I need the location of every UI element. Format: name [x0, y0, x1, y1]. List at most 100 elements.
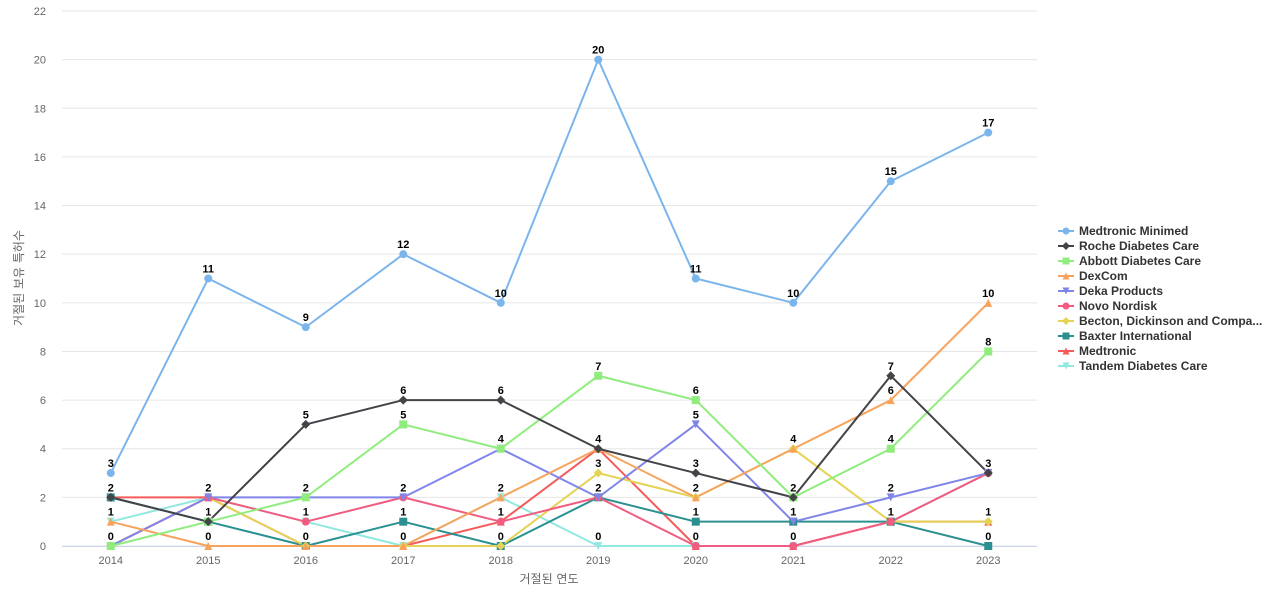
x-tick-label: 2023: [976, 555, 1000, 567]
series-line-roche-diabetes-care[interactable]: [109, 374, 990, 523]
data-point-dexcom[interactable]: [106, 517, 115, 526]
data-point-medtronic-minimed[interactable]: [691, 274, 700, 283]
legend-item-dexcom[interactable]: DexCom: [1058, 269, 1128, 283]
data-point-roche-diabetes-care[interactable]: [691, 468, 701, 478]
data-point-roche-diabetes-care[interactable]: [983, 468, 993, 478]
series-line-medtronic-minimed[interactable]: [109, 58, 990, 475]
legend-marker: [1062, 272, 1070, 280]
legend-label: Medtronic: [1079, 344, 1137, 358]
series-markers: [106, 55, 993, 551]
data-point-dexcom[interactable]: [399, 542, 408, 550]
data-point-medtronic-minimed[interactable]: [984, 128, 993, 137]
data-point-deka-products[interactable]: [691, 420, 700, 429]
data-label: 1: [205, 507, 211, 519]
data-point-medtronic-minimed[interactable]: [594, 55, 603, 64]
series-line-baxter-international[interactable]: [109, 496, 990, 547]
x-tick-label: 2022: [879, 555, 903, 567]
legend-item-becton-dickinson-and-compa[interactable]: Becton, Dickinson and Compa...: [1058, 314, 1262, 328]
data-point-roche-diabetes-care[interactable]: [788, 492, 798, 502]
data-point-becton-dickinson-and-compa[interactable]: [496, 541, 506, 551]
data-point-dexcom[interactable]: [984, 298, 993, 307]
legend-item-baxter-international[interactable]: Baxter International: [1058, 329, 1192, 343]
data-point-roche-diabetes-care[interactable]: [496, 395, 506, 405]
data-point-abbott-diabetes-care[interactable]: [301, 493, 310, 502]
legend-item-abbott-diabetes-care[interactable]: Abbott Diabetes Care: [1058, 254, 1201, 268]
series-line-dexcom[interactable]: [109, 301, 990, 547]
y-tick-label: 22: [34, 6, 46, 18]
data-point-novo-nordisk[interactable]: [886, 517, 895, 526]
data-point-medtronic-minimed[interactable]: [106, 469, 115, 478]
data-point-tandem-diabetes-care[interactable]: [594, 542, 603, 550]
legend-marker: [1062, 362, 1070, 370]
data-label: 2: [595, 482, 601, 494]
data-point-dexcom[interactable]: [301, 542, 310, 550]
data-label: 0: [985, 531, 991, 543]
data-point-novo-nordisk[interactable]: [789, 542, 798, 550]
data-point-abbott-diabetes-care[interactable]: [691, 396, 700, 405]
data-point-dexcom[interactable]: [496, 493, 505, 502]
data-point-becton-dickinson-and-compa[interactable]: [983, 517, 993, 527]
legend-marker: [1062, 317, 1070, 325]
legend-item-medtronic-minimed[interactable]: Medtronic Minimed: [1058, 224, 1188, 238]
data-point-baxter-international[interactable]: [984, 542, 993, 550]
x-tick-label: 2020: [684, 555, 708, 567]
data-label: 9: [303, 312, 309, 324]
data-point-roche-diabetes-care[interactable]: [203, 517, 213, 527]
legend-item-medtronic[interactable]: Medtronic: [1058, 344, 1137, 358]
data-point-abbott-diabetes-care[interactable]: [496, 444, 505, 453]
data-label: 1: [693, 507, 699, 519]
data-point-deka-products[interactable]: [886, 493, 895, 502]
data-point-medtronic-minimed[interactable]: [496, 298, 505, 307]
legend-item-novo-nordisk[interactable]: Novo Nordisk: [1058, 299, 1157, 313]
data-label: 4: [595, 434, 602, 446]
data-point-medtronic-minimed[interactable]: [789, 298, 798, 307]
data-point-dexcom[interactable]: [691, 493, 700, 502]
data-point-deka-products[interactable]: [789, 517, 798, 526]
legend-item-roche-diabetes-care[interactable]: Roche Diabetes Care: [1058, 239, 1199, 253]
series-line-abbott-diabetes-care[interactable]: [109, 350, 990, 547]
data-point-deka-products[interactable]: [204, 493, 213, 502]
data-label: 2: [400, 482, 406, 494]
data-point-abbott-diabetes-care[interactable]: [106, 542, 115, 550]
data-point-medtronic-minimed[interactable]: [886, 177, 895, 186]
data-point-novo-nordisk[interactable]: [691, 542, 700, 550]
data-point-abbott-diabetes-care[interactable]: [594, 371, 603, 380]
data-point-abbott-diabetes-care[interactable]: [399, 420, 408, 429]
data-point-roche-diabetes-care[interactable]: [301, 419, 311, 429]
data-point-deka-products[interactable]: [399, 493, 408, 502]
data-point-dexcom[interactable]: [886, 396, 895, 405]
data-point-medtronic-minimed[interactable]: [204, 274, 213, 283]
data-point-roche-diabetes-care[interactable]: [106, 492, 116, 502]
data-point-abbott-diabetes-care[interactable]: [886, 444, 895, 453]
data-point-becton-dickinson-and-compa[interactable]: [593, 468, 603, 478]
legend-label: Roche Diabetes Care: [1079, 239, 1199, 253]
y-tick-label: 20: [34, 55, 46, 67]
data-label: 2: [693, 482, 699, 494]
y-tick-label: 18: [34, 103, 46, 115]
legend-item-tandem-diabetes-care[interactable]: Tandem Diabetes Care: [1058, 359, 1208, 373]
data-point-roche-diabetes-care[interactable]: [398, 395, 408, 405]
x-tick-label: 2014: [99, 555, 123, 567]
data-point-baxter-international[interactable]: [399, 517, 408, 526]
data-point-roche-diabetes-care[interactable]: [593, 444, 603, 454]
data-point-baxter-international[interactable]: [691, 517, 700, 526]
data-label: 0: [790, 531, 796, 543]
data-point-roche-diabetes-care[interactable]: [886, 371, 896, 381]
y-tick-label: 12: [34, 249, 46, 261]
data-point-medtronic-minimed[interactable]: [301, 323, 310, 332]
y-tick-label: 10: [34, 298, 46, 310]
data-point-medtronic-minimed[interactable]: [399, 250, 408, 259]
data-label: 2: [888, 482, 894, 494]
data-point-dexcom[interactable]: [204, 542, 213, 550]
legend-item-deka-products[interactable]: Deka Products: [1058, 284, 1163, 298]
data-label: 17: [982, 118, 994, 130]
legend-marker: [1062, 287, 1070, 295]
data-point-novo-nordisk[interactable]: [301, 517, 310, 526]
legend-label: Abbott Diabetes Care: [1079, 254, 1201, 268]
data-label: 10: [787, 288, 799, 300]
data-point-abbott-diabetes-care[interactable]: [984, 347, 993, 356]
data-point-novo-nordisk[interactable]: [496, 517, 505, 526]
data-point-dexcom[interactable]: [789, 444, 798, 453]
legend-label: Tandem Diabetes Care: [1079, 359, 1208, 373]
data-point-deka-products[interactable]: [594, 493, 603, 502]
